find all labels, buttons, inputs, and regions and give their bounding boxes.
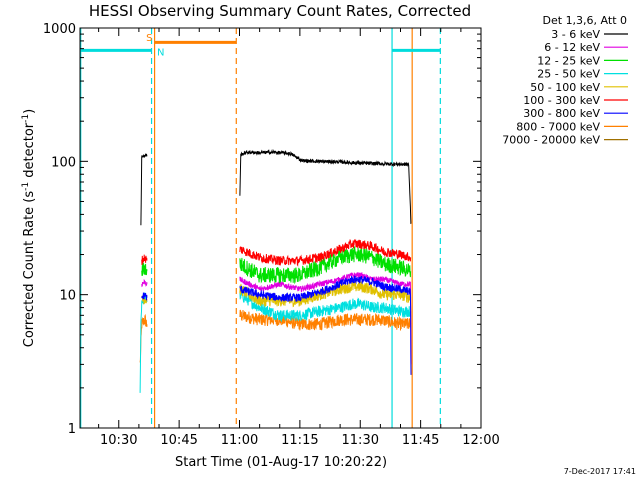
legend-label-6: 300 - 800 keV (523, 107, 600, 120)
legend-label-2: 12 - 25 keV (537, 54, 600, 67)
series-line-5-seg-0 (141, 254, 148, 266)
y-axis-label-exponent-1: -1 (21, 182, 31, 191)
x-tick-label-0: 10:30 (100, 433, 137, 448)
legend-title: Det 1,3,6, Att 0 (543, 14, 627, 27)
timestamp: 7-Dec-2017 17:41 (564, 467, 636, 476)
series-line-6-seg-1 (239, 275, 412, 375)
x-tick-label-2: 11:00 (221, 433, 258, 448)
legend-label-3: 25 - 50 keV (537, 68, 600, 81)
axis-ticks: 10:30 10:45 11:00 11:15 11:30 11:45 12:00 1 10 10… (43, 22, 500, 448)
y-axis-label-exponent-2: -1 (21, 114, 31, 123)
x-tick-label-4: 11:30 (342, 433, 379, 448)
series-line-0-seg-1 (239, 148, 412, 225)
series-line-4-seg-0 (141, 295, 148, 305)
series-line-7-seg-1 (239, 309, 412, 331)
legend-label-8: 7000 - 20000 keV (502, 134, 600, 147)
series-line-2-seg-0 (141, 262, 148, 276)
marker-label-1: N (157, 48, 164, 59)
series-line-1-seg-0 (141, 278, 148, 288)
y-axis-label: Corrected Count Rate (s-1 detector-1) (21, 109, 37, 347)
y-tick-label-0: 1 (68, 422, 76, 437)
chart-title: HESSI Observing Summary Count Rates, Cor… (89, 2, 471, 20)
y-tick-label-1: 10 (59, 289, 76, 304)
plot-area-border (79, 27, 482, 429)
legend-label-7: 800 - 7000 keV (516, 120, 600, 133)
x-tick-label-1: 10:45 (160, 433, 197, 448)
data-layer: SN (80, 28, 441, 428)
x-tick-label-3: 11:15 (281, 433, 318, 448)
plot-frame (79, 27, 482, 429)
legend-label-1: 6 - 12 keV (544, 41, 600, 54)
legend-label-5: 100 - 300 keV (523, 94, 600, 107)
x-axis-label: Start Time (01-Aug-17 10:20:22) (175, 455, 387, 470)
series-line-6-seg-0 (141, 292, 148, 301)
y-axis-label-prefix: Corrected Count Rate (s (22, 191, 37, 348)
marker-label-0: S (146, 33, 152, 44)
y-tick-label-3: 1000 (43, 22, 76, 37)
x-tick-label-6: 12:00 (462, 433, 499, 448)
y-axis-label-suffix: ) (22, 109, 37, 114)
y-axis-label-mid: detector (22, 122, 37, 182)
legend-label-0: 3 - 6 keV (551, 28, 600, 41)
y-tick-label-2: 100 (51, 155, 76, 170)
series-line-5-seg-1 (239, 238, 412, 267)
series-line-1-seg-1 (239, 272, 412, 365)
series-line-2-seg-1 (239, 246, 412, 285)
x-tick-label-5: 11:45 (402, 433, 439, 448)
legend-label-4: 50 - 100 keV (530, 81, 600, 94)
series-line-3-seg-1 (239, 290, 412, 323)
series-line-0-seg-0 (140, 153, 148, 226)
series-line-3-seg-0 (139, 292, 148, 393)
